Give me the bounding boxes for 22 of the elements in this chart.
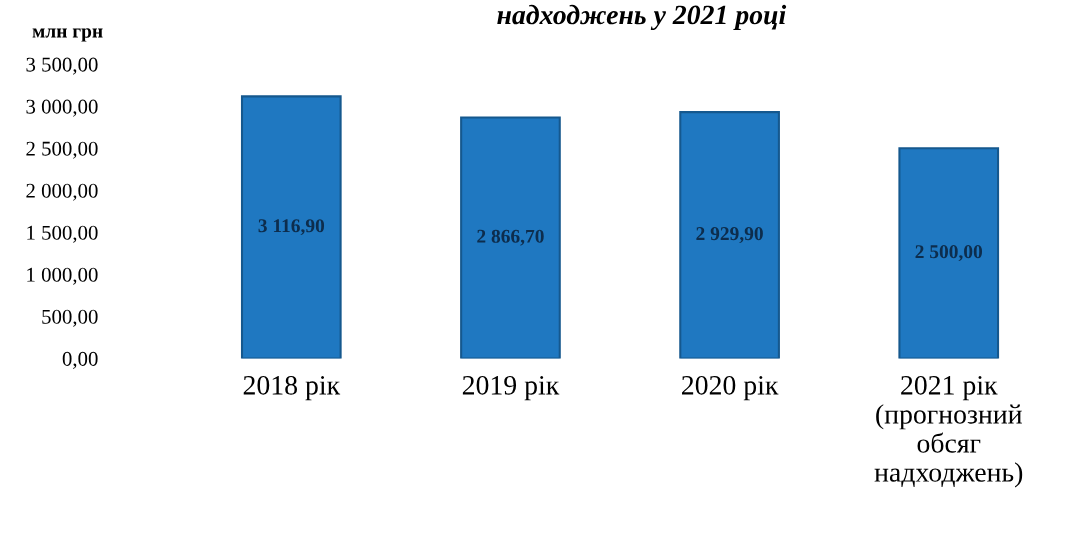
x-tick-label: 2019 рік <box>462 375 560 401</box>
data-label: 2 500,00 <box>915 245 983 262</box>
bar <box>240 95 342 359</box>
y-tick-label: 2 000,00 <box>26 183 98 201</box>
bar <box>679 111 780 359</box>
data-label: 2 929,90 <box>696 227 763 243</box>
x-tick-label: 2018 рік <box>243 375 341 401</box>
bar <box>460 116 561 359</box>
x-tick-label: 2021 рік (прогнозний обсяг надходжень) <box>874 375 1023 488</box>
y-tick-label: 0,00 <box>62 351 98 369</box>
bar <box>898 147 1000 359</box>
data-label: 2 866,70 <box>477 229 544 246</box>
y-tick-label: 500,00 <box>42 309 98 327</box>
y-axis-title: млн грн <box>32 28 103 42</box>
x-tick-label: 2020 рік <box>682 375 779 401</box>
y-tick-label: 3 000,00 <box>26 99 98 117</box>
y-tick-label: 1 500,00 <box>27 225 98 243</box>
y-tick-label: 3 500,00 <box>26 57 98 75</box>
y-tick-label: 2 500,00 <box>26 141 98 159</box>
y-tick-label: 1 000,00 <box>27 267 98 285</box>
data-label: 3 116,90 <box>258 219 325 236</box>
chart-title: надходжень у 2021 році <box>497 4 787 31</box>
